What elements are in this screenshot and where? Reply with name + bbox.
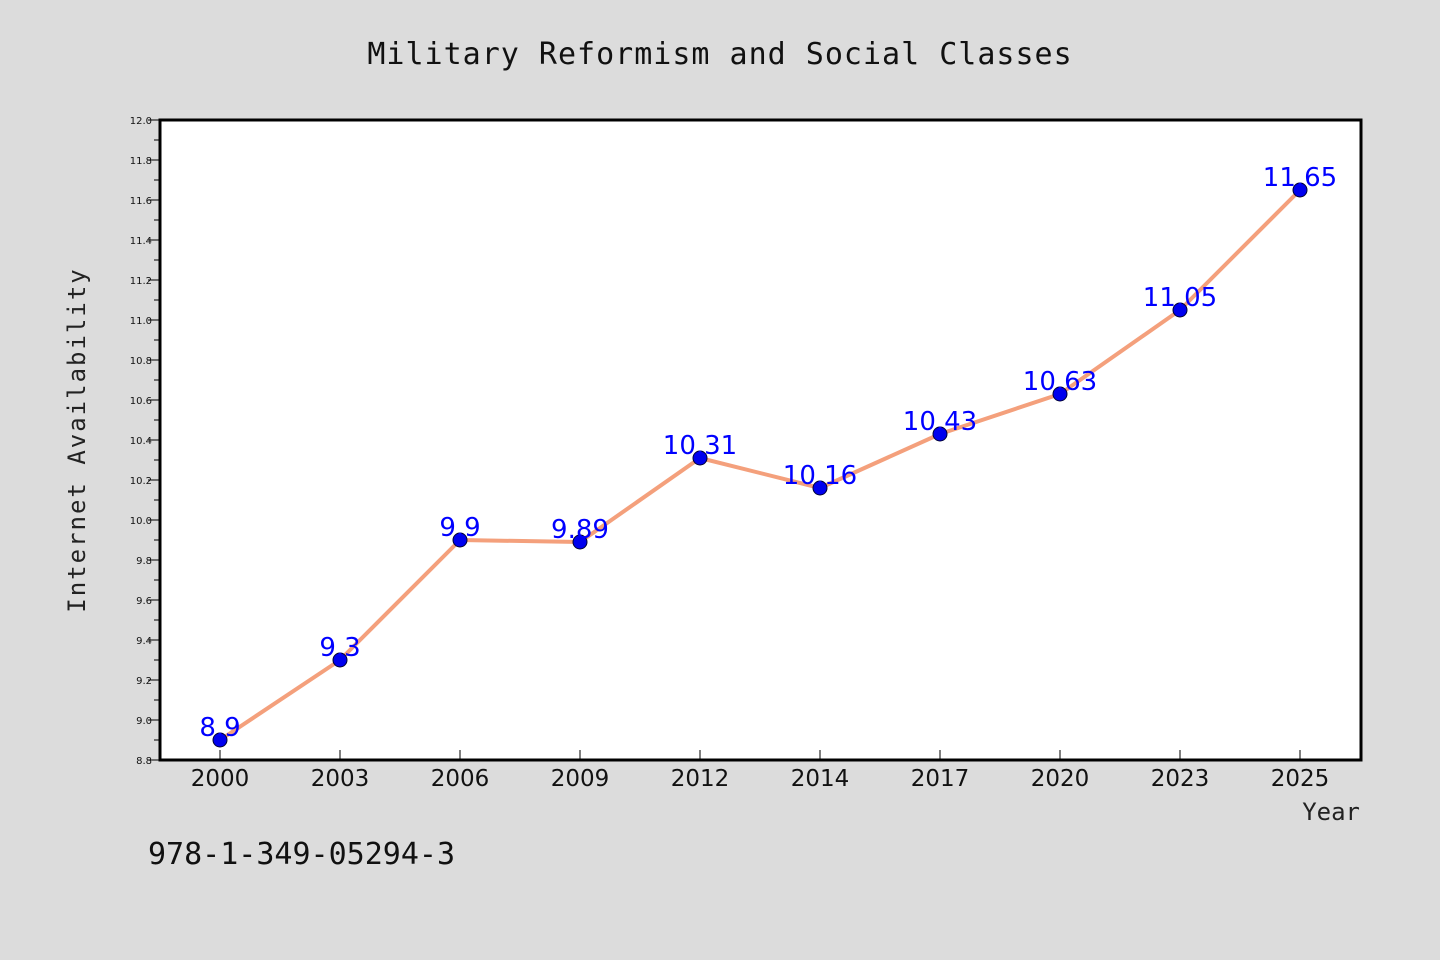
data-label: 10.43 — [903, 407, 977, 437]
x-axis-label: Year — [1302, 798, 1360, 826]
x-tick-label: 2012 — [671, 766, 730, 792]
data-label: 11.65 — [1263, 163, 1337, 193]
data-point — [1052, 386, 1068, 402]
x-tick-label: 2017 — [911, 766, 970, 792]
data-point — [1172, 302, 1188, 318]
y-tick-label: 10.4 — [130, 436, 152, 447]
data-point — [692, 450, 708, 466]
data-label: 9.89 — [551, 515, 609, 545]
data-point — [572, 534, 588, 550]
isbn-text: 978-1-349-05294-3 — [148, 837, 455, 872]
data-point — [932, 426, 948, 442]
data-label: 10.31 — [663, 431, 737, 461]
data-label: 10.16 — [783, 461, 857, 491]
series-layer: 8.9 9.3 9.9 9.89 10.31 10.16 10.43 10.63 11.05 11… — [199, 163, 1337, 748]
data-point — [452, 532, 468, 548]
data-point — [1292, 182, 1308, 198]
y-tick-label: 9.2 — [136, 676, 152, 687]
y-tick-label: 11.6 — [130, 196, 152, 207]
x-tick-label: 2000 — [191, 766, 250, 792]
y-tick-label: 11.8 — [130, 156, 152, 167]
y-tick-label: 9.8 — [136, 556, 152, 567]
y-tick-label: 10.0 — [130, 516, 152, 527]
plot-area — [158, 118, 1363, 762]
y-tick-label: 10.6 — [130, 396, 152, 407]
data-point — [332, 652, 348, 668]
x-tick-label: 2020 — [1031, 766, 1090, 792]
x-tick-label: 2014 — [791, 766, 850, 792]
data-point — [812, 480, 828, 496]
x-tick-label: 2025 — [1271, 766, 1330, 792]
data-label: 9.3 — [319, 633, 360, 663]
data-label: 8.9 — [199, 713, 240, 743]
data-point — [212, 732, 228, 748]
x-tick-label: 2006 — [431, 766, 490, 792]
y-tick-label: 9.0 — [136, 716, 152, 727]
y-tick-label: 11.0 — [130, 316, 152, 327]
series-line — [218, 188, 1302, 742]
y-tick-label: 10.8 — [130, 356, 152, 367]
x-tick-label: 2003 — [311, 766, 370, 792]
x-tick-label: 2023 — [1151, 766, 1210, 792]
chart-title: Military Reformism and Social Classes — [367, 37, 1072, 72]
y-tick-label: 10.2 — [130, 476, 152, 487]
y-tick-label: 8.8 — [136, 756, 152, 767]
y-axis-ticks: 8.8 9.0 9.2 9.4 9.6 9.8 10.0 10.2 10.4 10.6 10.8 11… — [130, 116, 160, 767]
data-label: 9.9 — [439, 513, 480, 543]
x-axis-ticks: 2000 2003 2006 2009 2012 2014 2017 2020 2023 2025 — [191, 750, 1330, 792]
data-label: 11.05 — [1143, 283, 1217, 313]
y-tick-label: 9.6 — [136, 596, 152, 607]
y-tick-label: 9.4 — [136, 636, 152, 647]
y-tick-label: 11.4 — [130, 236, 152, 247]
y-tick-label: 11.2 — [130, 276, 152, 287]
data-label: 10.63 — [1023, 367, 1097, 397]
y-tick-label: 12.0 — [130, 116, 152, 127]
x-tick-label: 2009 — [551, 766, 610, 792]
y-axis-label: Internet Availability — [63, 267, 91, 612]
